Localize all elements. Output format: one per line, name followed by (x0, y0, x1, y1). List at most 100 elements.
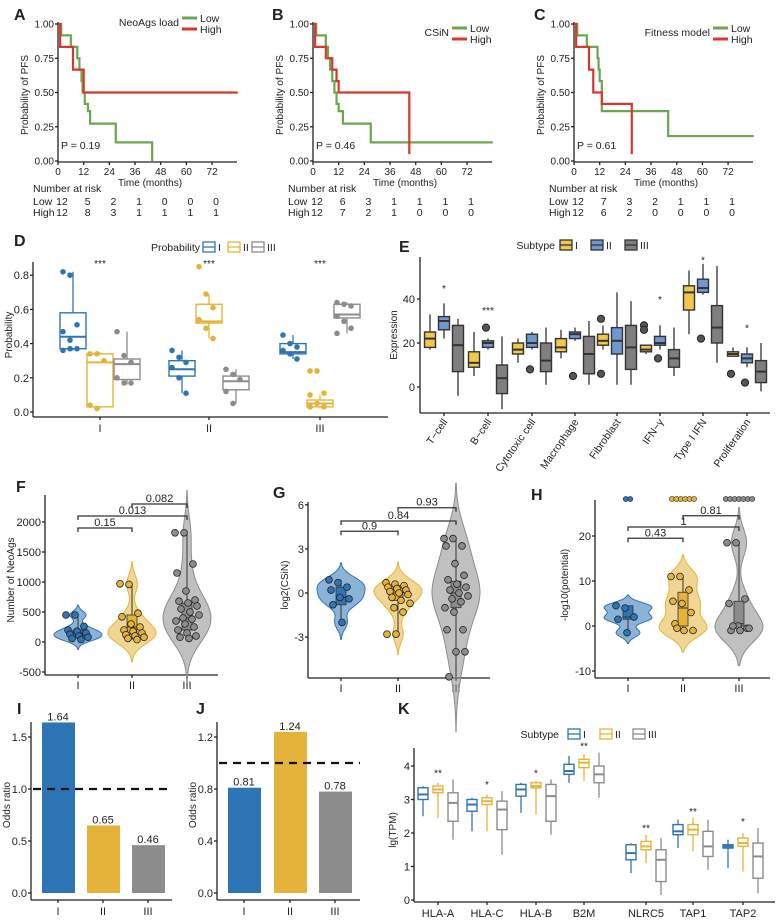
data-point (669, 597, 677, 606)
outlier-point (696, 334, 706, 343)
y-tick-label: 1500 (17, 547, 41, 559)
data-point (196, 263, 202, 270)
box-plot (113, 328, 141, 386)
data-point (630, 613, 638, 621)
panel-label: I (17, 701, 21, 718)
panel-label: H (531, 487, 543, 504)
y-tick-label: 0.0 (14, 407, 29, 419)
km-panel-B: B0.000.250.500.751.000 12 24 36 48 60 72Probab… (272, 7, 493, 219)
data-point (77, 635, 85, 644)
risk-count: 0 (652, 207, 658, 219)
y-tick-label: 500 (23, 607, 41, 619)
risk-count: 1 (442, 196, 448, 208)
data-point (175, 597, 183, 605)
data-point (169, 364, 175, 371)
outlier-point (639, 325, 649, 334)
risk-count: 5 (85, 196, 91, 208)
data-point (193, 602, 201, 610)
data-point (294, 344, 300, 350)
data-point (325, 575, 333, 584)
p-value: P = 0.46 (316, 140, 355, 152)
box-plot (306, 368, 334, 410)
y-tick-label: 0.00 (290, 157, 310, 168)
legend-label: I (218, 242, 221, 254)
risk-table-title: Number at risk (288, 183, 357, 195)
x-tick-label: 72 (723, 167, 735, 178)
data-point (183, 359, 189, 366)
infinite-value-point (627, 496, 634, 502)
box-plot (639, 321, 653, 354)
data-point (71, 611, 79, 619)
y-tick-label: 0.50 (35, 88, 55, 99)
box-plot (596, 314, 610, 378)
legend-label: Low (200, 13, 220, 25)
data-point (181, 620, 189, 628)
violin-group (107, 560, 157, 663)
box-plot (593, 752, 605, 798)
x-tick-label: II (206, 423, 212, 435)
data-point (60, 328, 66, 335)
box-plot (466, 797, 478, 832)
data-point (334, 313, 340, 320)
data-point (114, 328, 120, 335)
box-plot (496, 791, 508, 855)
bar-II (274, 731, 307, 893)
bar-panel-I: I 0.0 0.5 1.0 1.5 Odds ratio 1.64 I 0.65 II 0.46 II… (2, 701, 172, 918)
violin-group (373, 561, 423, 656)
x-tick-label: Type I IFN (672, 417, 710, 464)
violin-group (603, 496, 653, 645)
box (525, 333, 539, 349)
risk-count: 1 (213, 207, 219, 219)
box (563, 763, 575, 776)
data-point (118, 612, 126, 621)
panel-label: C (534, 7, 546, 24)
x-tick-label: III (330, 906, 339, 918)
outlier-point (596, 369, 606, 378)
data-point (114, 375, 120, 381)
y-axis-label: Probability (4, 312, 15, 359)
box-plot (168, 347, 196, 396)
risk-count: 0 (703, 207, 709, 219)
x-tick-label: 48 (410, 167, 422, 178)
box-plot (752, 827, 764, 894)
legend-title: Subtype (520, 729, 559, 741)
data-point (404, 590, 412, 599)
data-point (334, 299, 340, 306)
risk-count: 1 (678, 196, 684, 208)
data-point (307, 368, 313, 374)
data-point (685, 586, 693, 594)
data-point (321, 404, 327, 410)
risk-count: 0 (678, 207, 684, 219)
data-point (329, 600, 337, 609)
data-point (183, 390, 189, 396)
significance-label: *** (203, 259, 215, 270)
box-plot (610, 292, 624, 385)
data-point (223, 366, 229, 373)
y-axis-label: lg(TPM) (388, 812, 399, 848)
data-point (729, 622, 737, 630)
data-point (446, 586, 454, 594)
bar-value-label: 0.46 (137, 834, 158, 846)
box (222, 375, 250, 391)
risk-count: 2 (626, 207, 632, 219)
box (655, 849, 667, 883)
y-tick-label: 0.8 (14, 270, 29, 282)
data-point (395, 589, 403, 597)
data-point (172, 617, 180, 625)
box-plot (423, 314, 437, 350)
risk-count: 0 (187, 196, 193, 208)
y-tick-label: 0.5 (12, 836, 27, 848)
data-point (195, 611, 203, 619)
risk-count: 12 (311, 207, 323, 219)
risk-count: 0 (417, 207, 423, 219)
legend-title: NeoAgs load (119, 17, 179, 29)
y-tick-label: -3 (294, 632, 304, 644)
outlier-point (525, 365, 535, 374)
data-point (60, 268, 66, 275)
outlier-point (481, 323, 491, 332)
box-plot (737, 833, 749, 872)
x-tick-label: 0 (571, 167, 577, 178)
x-tick-label: 36 (645, 167, 657, 178)
